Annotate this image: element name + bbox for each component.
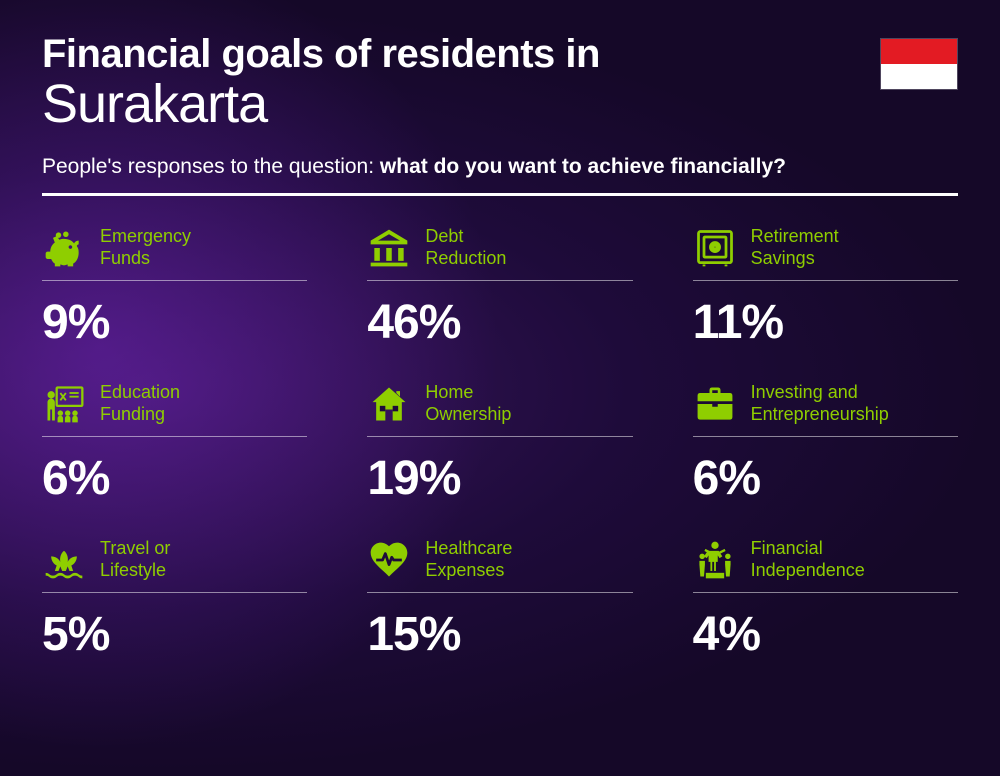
goal-healthcare: HealthcareExpenses 15%	[367, 538, 632, 662]
goal-education-funding: EducationFunding 6%	[42, 382, 307, 506]
goal-value: 46%	[367, 295, 632, 350]
goal-label: EducationFunding	[100, 382, 180, 425]
goal-value: 15%	[367, 607, 632, 662]
header: Financial goals of residents in Surakart…	[42, 32, 958, 196]
bank-icon	[367, 226, 411, 270]
goal-value: 5%	[42, 607, 307, 662]
country-flag	[880, 38, 958, 90]
healthcare-icon	[367, 538, 411, 582]
goal-retirement-savings: RetirementSavings 11%	[693, 226, 958, 350]
header-divider	[42, 193, 958, 196]
education-icon	[42, 382, 86, 426]
goal-label: DebtReduction	[425, 226, 506, 269]
goal-label: EmergencyFunds	[100, 226, 191, 269]
subtitle-question: what do you want to achieve financially?	[380, 155, 786, 178]
goals-grid: EmergencyFunds 9% DebtReduction 46% Reti…	[42, 226, 958, 662]
goal-label: HomeOwnership	[425, 382, 511, 425]
goal-label: FinancialIndependence	[751, 538, 865, 581]
subtitle-prefix: People's responses to the question:	[42, 155, 380, 178]
safe-icon	[693, 226, 737, 270]
goal-home-ownership: HomeOwnership 19%	[367, 382, 632, 506]
independence-icon	[693, 538, 737, 582]
goal-financial-independence: FinancialIndependence 4%	[693, 538, 958, 662]
flag-stripe-white	[881, 64, 957, 89]
piggy-bank-icon	[42, 226, 86, 270]
goal-value: 6%	[693, 451, 958, 506]
house-icon	[367, 382, 411, 426]
title-line-2: Surakarta	[42, 73, 958, 135]
goal-value: 6%	[42, 451, 307, 506]
subtitle: People's responses to the question: what…	[42, 155, 958, 179]
goal-debt-reduction: DebtReduction 46%	[367, 226, 632, 350]
briefcase-icon	[693, 382, 737, 426]
travel-icon	[42, 538, 86, 582]
goal-investing: Investing andEntrepreneurship 6%	[693, 382, 958, 506]
goal-value: 11%	[693, 295, 958, 350]
goal-value: 9%	[42, 295, 307, 350]
goal-label: RetirementSavings	[751, 226, 839, 269]
goal-value: 4%	[693, 607, 958, 662]
infographic-container: Financial goals of residents in Surakart…	[0, 0, 1000, 694]
title-line-1: Financial goals of residents in	[42, 32, 958, 77]
goal-value: 19%	[367, 451, 632, 506]
goal-label: Travel orLifestyle	[100, 538, 170, 581]
flag-stripe-red	[881, 39, 957, 64]
goal-emergency-funds: EmergencyFunds 9%	[42, 226, 307, 350]
goal-travel-lifestyle: Travel orLifestyle 5%	[42, 538, 307, 662]
goal-label: Investing andEntrepreneurship	[751, 382, 889, 425]
goal-label: HealthcareExpenses	[425, 538, 512, 581]
